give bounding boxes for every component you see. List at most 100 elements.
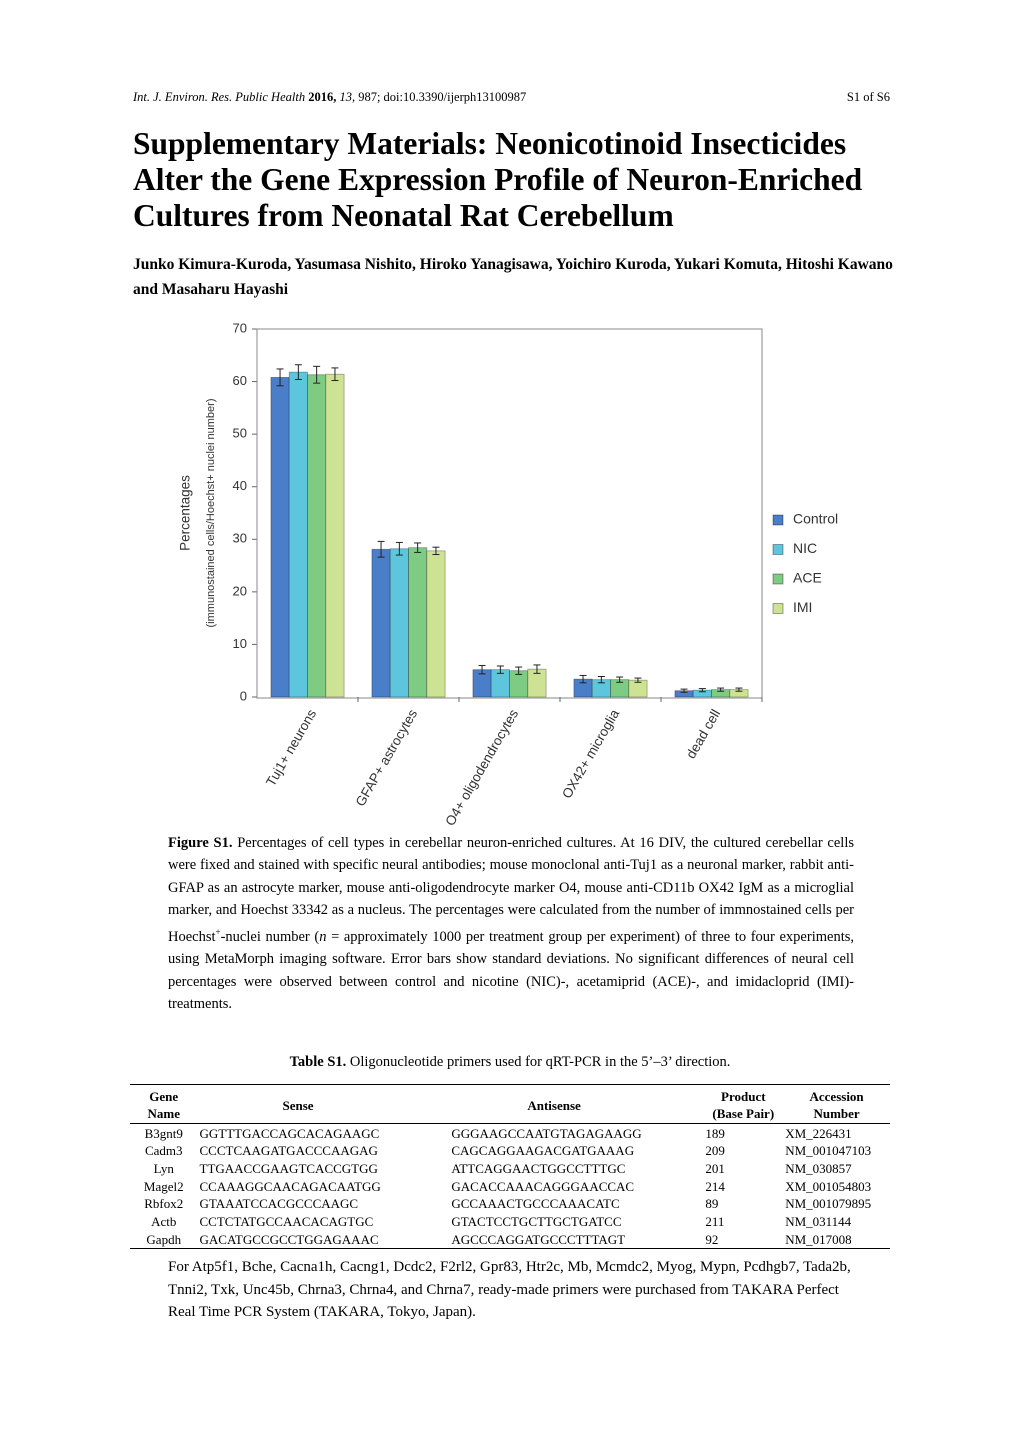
error-bar [276, 368, 284, 387]
table-cell: 201 [705, 1161, 725, 1177]
table-cell: 92 [705, 1231, 719, 1247]
legend-swatch [772, 544, 784, 555]
table-footnote: For Atp5f1, Bche, Cacna1h, Cacng1, Dcdc2… [168, 1259, 851, 1320]
table-row: Magel2 CCAAAGGCAACAGACAATGG GACACCAAACAGGG… [130, 1177, 890, 1195]
error-bar [680, 688, 688, 693]
header-line: Accession [809, 1089, 864, 1104]
error-bar [533, 664, 541, 674]
table-cell: NM_017008 [785, 1231, 852, 1247]
header-line: Antisense [527, 1097, 581, 1113]
table-cell: CCTCTATGCCAACACAGTGC [199, 1214, 374, 1230]
table-title: Oligonucleotide primers used for qRT-PCR… [349, 1054, 731, 1070]
header-line: Number [813, 1106, 860, 1121]
table-caption: Table S1. Oligonucleotide primers used f… [130, 1054, 890, 1071]
header-line: (Base Pair) [712, 1106, 775, 1121]
error-bar [634, 677, 642, 683]
error-bar [294, 364, 302, 380]
table-cell: XM_001054803 [785, 1178, 872, 1194]
bar [371, 548, 391, 698]
table-cell: Gapdh [146, 1231, 182, 1247]
table-cell: AGCCCAGGATGCCCTTTAGT [451, 1231, 626, 1247]
x-tick-label: GFAP+ astrocytes [353, 707, 421, 809]
error-bar [377, 540, 385, 558]
bar [408, 547, 428, 698]
figure-caption: Figure S1. Percentages of cell types in … [168, 832, 854, 1015]
table-row: Rbfox2 GTAAATCCACGCCCAAGC GCCAAACTGCCCAAAC… [130, 1195, 890, 1213]
table-cell: GACACCAAACAGGGAACCAC [451, 1178, 635, 1194]
error-bar [735, 687, 743, 692]
y-tick-label: 60 [233, 373, 247, 388]
table-row: B3gnt9 GGTTTGACCAGCACAGAAGC GGGAAGCCAATGTA… [130, 1124, 890, 1142]
table-row: Actb CCTCTATGCCAACACAGTGC GTACTCCTGCTTGCTG… [130, 1212, 890, 1230]
y-tick-label: 40 [233, 478, 247, 493]
bar [270, 376, 290, 698]
table-cell: GGGAAGCCAATGTAGAGAAGG [451, 1125, 642, 1141]
table-cell: 214 [705, 1178, 725, 1194]
column-header: Gene Name [130, 1085, 198, 1124]
doi: 987; doi:10.3390/ijerph13100987 [358, 90, 527, 104]
table-row: Lyn TTGAACCGAAGTCACCGTGG ATTCAGGAACTGGCCTT… [130, 1159, 890, 1177]
bar [389, 548, 409, 698]
table-cell: 209 [705, 1143, 725, 1159]
caption-sup: + [215, 927, 221, 938]
header-line: Product [721, 1089, 766, 1104]
chart: 0 10 20 30 40 50 60 70 Percentages (immunostained… [178, 320, 839, 825]
column-header: Accession Number [783, 1085, 890, 1124]
caption-text: Percentages of cell types in cerebellar … [168, 835, 855, 946]
y-axis-title: Percentages [178, 475, 193, 551]
table-cell: CCCTCAAGATGACCCAAGAG [199, 1143, 378, 1159]
legend-swatch [772, 573, 784, 585]
bar [325, 373, 345, 698]
table-cell: NM_031144 [785, 1214, 852, 1230]
error-bar [616, 676, 624, 683]
caption-italic: n [319, 929, 327, 946]
error-bar [414, 542, 422, 553]
error-bar [432, 546, 440, 556]
bar [288, 371, 308, 698]
table-cell: GTACTCCTGCTTGCTGATCC [451, 1214, 622, 1230]
table-row: Gapdh GACATGCCGCCTGGAGAAAC AGCCCAGGATGCCCT… [130, 1230, 890, 1248]
legend-label: NIC [793, 540, 817, 556]
legend-label: IMI [793, 599, 812, 615]
caption-text: = approximately 1000 per treatment group… [168, 929, 854, 1012]
table-cell: B3gnt9 [144, 1125, 183, 1141]
running-header: Int. J. Environ. Res. Public Health 2016… [133, 90, 890, 105]
bar [426, 550, 446, 698]
column-header: Sense [198, 1085, 450, 1124]
caption-text: -nuclei number ( [220, 929, 320, 946]
error-bar [395, 541, 403, 556]
year: 2016, [308, 90, 337, 104]
error-bar [313, 365, 321, 384]
y-tick-label: 50 [233, 426, 247, 441]
page-number: S1 of S6 [846, 90, 890, 104]
table-cell: GGTTTGACCAGCACAGAAGC [199, 1125, 380, 1141]
title-line: Alter the Gene Expression Profile of Neu… [133, 162, 863, 197]
table-cell: Cadm3 [144, 1143, 183, 1159]
table-cell: GACATGCCGCCTGGAGAAAC [199, 1231, 379, 1247]
table-cell: ATTCAGGAACTGGCCTTTGC [451, 1161, 626, 1177]
table-cell: GCCAAACTGCCCAAACATC [451, 1196, 620, 1212]
title: Supplementary Materials: Neonicotinoid I… [133, 126, 862, 234]
plot-frame [256, 328, 763, 699]
header-row: Gene Name Sense Antisense Product (Base Pair)… [130, 1085, 890, 1124]
table-cell: NM_030857 [785, 1161, 852, 1177]
header-line: Name [147, 1106, 181, 1121]
table-cell: NM_001079895 [785, 1196, 872, 1212]
authors: Junko Kimura-Kuroda, Yasumasa Nishito, H… [133, 256, 893, 298]
legend-label: ACE [793, 570, 822, 586]
table-cell: 211 [705, 1214, 725, 1230]
column-header: Antisense [449, 1085, 703, 1124]
error-bar [717, 687, 725, 692]
table-cell: GTAAATCCACGCCCAAGC [199, 1196, 359, 1212]
table-row: Cadm3 CCCTCAAGATGACCCAAGAG CAGCAGGAAGACGAT… [130, 1142, 890, 1160]
table-cell: 89 [705, 1196, 719, 1212]
table-cell: XM_226431 [785, 1125, 852, 1141]
table-cell: Lyn [153, 1161, 174, 1177]
error-bar [579, 674, 587, 684]
error-bar [496, 665, 504, 674]
table-cell: Magel2 [143, 1178, 184, 1194]
x-tick-label: dead cell [683, 707, 723, 761]
table-cell: CAGCAGGAAGACGATGAAAG [451, 1143, 635, 1159]
title-line: Supplementary Materials: Neonicotinoid I… [133, 126, 847, 161]
